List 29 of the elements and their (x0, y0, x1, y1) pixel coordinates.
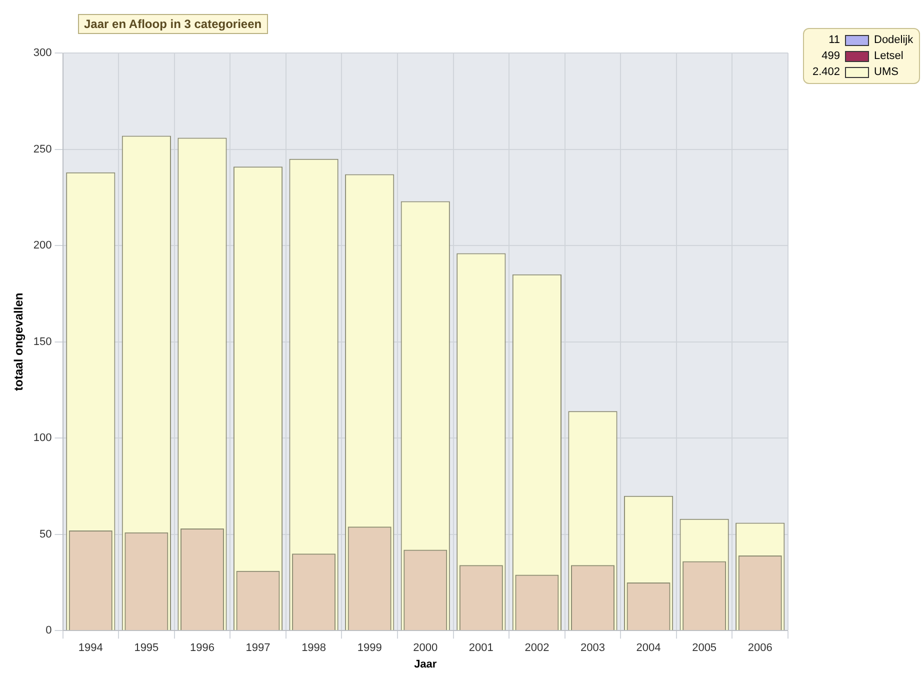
y-tick-label: 250 (33, 143, 52, 156)
y-axis-title: totaal ongevallen (12, 292, 26, 391)
x-tick-label: 1994 (78, 642, 103, 654)
y-tick-label: 200 (33, 240, 52, 252)
y-tick-label: 100 (33, 432, 52, 444)
x-tick-label: 1999 (357, 642, 382, 654)
x-tick-label: 2005 (692, 642, 717, 654)
x-tick-label: 1997 (246, 642, 270, 654)
x-tick-label: 1995 (134, 642, 159, 654)
x-tick-label: 2000 (413, 642, 438, 654)
x-tick-label: 2003 (580, 642, 605, 654)
x-tick-label: 1996 (190, 642, 214, 654)
legend-label: Letsel (874, 50, 904, 62)
y-tick-label: 300 (33, 47, 52, 60)
text: 2.402 (811, 66, 840, 78)
x-tick-label: 2001 (468, 642, 494, 654)
x-tick-label: 1998 (302, 642, 326, 654)
y-tick-label: 50 (40, 528, 52, 540)
legend-label: UMS (874, 66, 898, 78)
y-tick-label: 0 (46, 624, 52, 637)
y-tick-label: 150 (33, 336, 52, 348)
x-axis-title: Jaar (414, 658, 438, 670)
x-tick-label: 2006 (748, 642, 772, 654)
chart-title: Jaar en Afloop in 3 categorieen (78, 14, 268, 34)
legend-label: Dodelijk (874, 34, 914, 46)
text: 499 (820, 50, 840, 62)
text: 11 (828, 34, 840, 46)
x-tick-label: 2004 (636, 642, 661, 654)
x-tick-label: 2002 (524, 642, 550, 654)
